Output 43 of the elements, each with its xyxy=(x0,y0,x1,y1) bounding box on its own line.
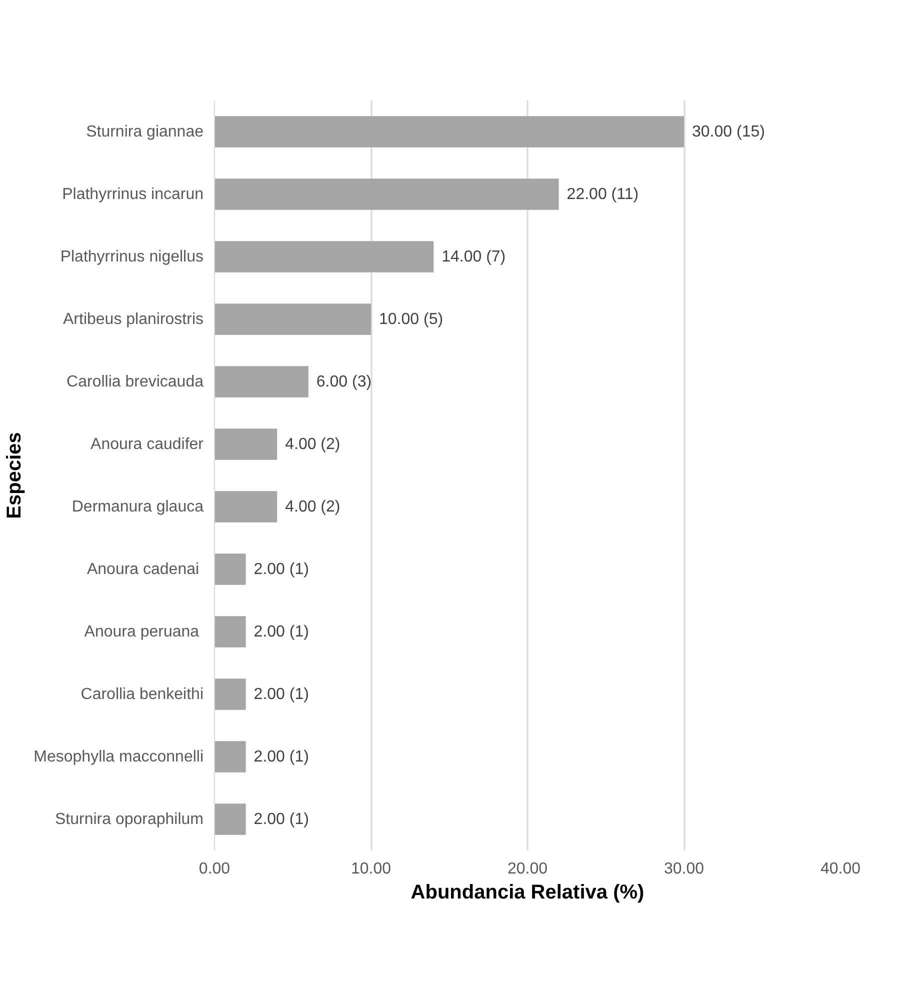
y-tick-label: Mesophylla macconnelli xyxy=(34,748,204,766)
x-tick-label: 0.00 xyxy=(198,860,230,878)
y-tick-label: Sturnira oporaphilum xyxy=(54,810,204,828)
data-label: 22.00 (11) xyxy=(566,186,639,203)
data-label: 2.00 (1) xyxy=(254,560,309,578)
bar xyxy=(214,304,371,335)
y-tick-label: Sturnira giannae xyxy=(86,123,204,140)
y-tick-label: Carollia brevicauda xyxy=(66,373,204,390)
data-label: 2.00 (1) xyxy=(254,623,309,640)
data-label: 2.00 (1) xyxy=(254,810,309,828)
data-label: 4.00 (2) xyxy=(285,436,340,453)
y-tick-label: Carollia benkeithi xyxy=(80,686,204,703)
y-tick-label: Anoura cadenai xyxy=(86,560,200,578)
bar xyxy=(214,428,278,460)
bar xyxy=(214,678,246,710)
bar xyxy=(214,491,278,522)
y-tick-label: Plathyrrinus nigellus xyxy=(60,248,204,266)
data-label: 30.00 (15) xyxy=(692,123,765,140)
x-tick-label: 10.00 xyxy=(350,860,392,878)
bar xyxy=(214,366,308,398)
data-label: 6.00 (3) xyxy=(316,373,372,390)
x-axis-title: Abundancia Relativa (%) xyxy=(410,882,644,904)
x-tick-label: 30.00 xyxy=(664,860,704,878)
data-label: 4.00 (2) xyxy=(285,498,340,516)
bar xyxy=(214,554,246,585)
bar xyxy=(214,116,684,148)
y-tick-label: Anoura caudifer xyxy=(90,436,204,453)
x-tick-label: 20.00 xyxy=(507,860,548,878)
y-tick-label: Plathyrrinus incarun xyxy=(62,186,204,203)
bar xyxy=(214,178,559,210)
y-tick-label: Artibeus planirostris xyxy=(63,310,204,328)
y-tick-label: Dermanura glauca xyxy=(72,498,204,516)
data-label: 14.00 (7) xyxy=(442,248,506,266)
data-label: 2.00 (1) xyxy=(254,748,309,766)
y-axis-title: Especies xyxy=(4,432,26,519)
bar xyxy=(214,241,434,272)
bar xyxy=(214,741,246,772)
bar xyxy=(214,804,246,835)
x-tick-label: 40.00 xyxy=(820,860,861,878)
data-label: 10.00 (5) xyxy=(379,310,444,328)
y-tick-label: Anoura peruana xyxy=(84,623,200,640)
bar xyxy=(214,616,246,648)
data-label: 2.00 (1) xyxy=(254,686,309,703)
